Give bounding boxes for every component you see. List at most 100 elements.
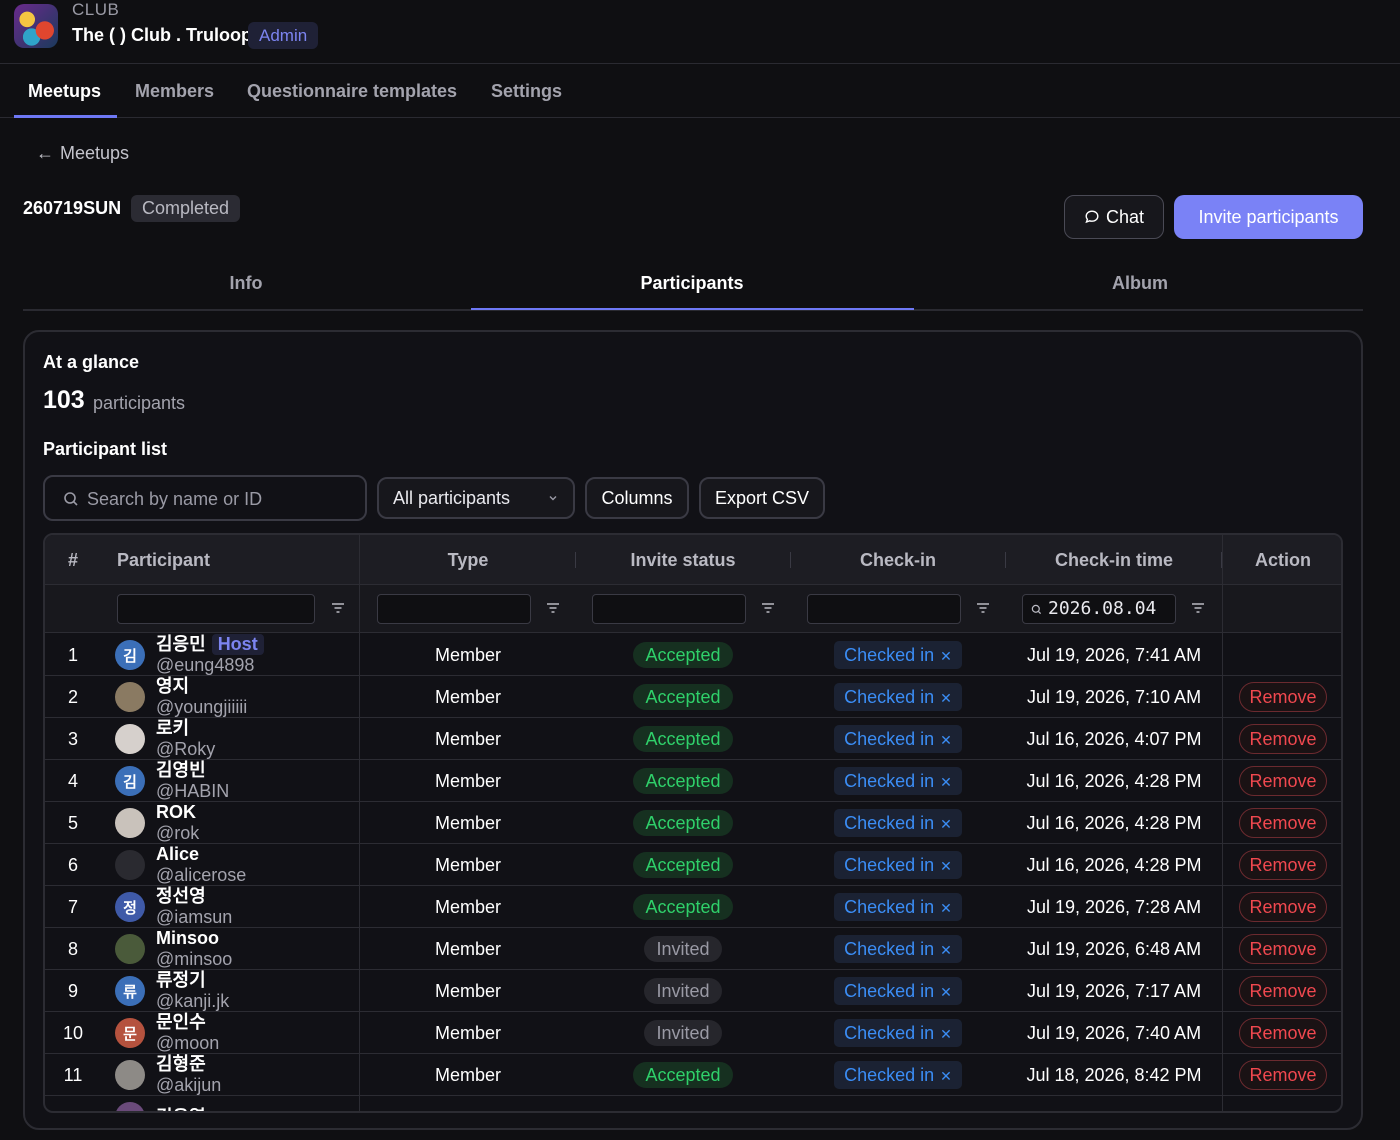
invite-status-badge: Accepted	[633, 642, 733, 668]
table-row[interactable]: 9 류 류정기 @kanji.jk Member Invited Checked i…	[45, 970, 1341, 1012]
checkin-status-chip[interactable]: Checked in ✕	[834, 977, 962, 1005]
column-resize-handle[interactable]	[575, 552, 576, 568]
remove-button[interactable]: Remove	[1239, 892, 1327, 922]
col-header-invite-status[interactable]: Invite status	[630, 550, 736, 570]
type-filter-input[interactable]	[377, 594, 531, 624]
participant-cell[interactable]: Minsoo @minsoo	[115, 928, 355, 970]
table-row[interactable]: 김우열	[45, 1096, 1341, 1111]
checkin-status-chip[interactable]: Checked in ✕	[834, 641, 962, 669]
nav-tab-meetups[interactable]: Meetups	[28, 81, 102, 101]
close-icon[interactable]: ✕	[940, 690, 952, 706]
participant-filter-select[interactable]: All participants	[377, 477, 575, 519]
columns-button[interactable]: Columns	[585, 477, 689, 519]
participant-cell[interactable]: 영지 @youngjiiiii	[115, 676, 355, 718]
checkin-time-filter-value: 2026.08.04	[1048, 598, 1157, 619]
table-row[interactable]: 5 ROK @rok Member Accepted Checked in ✕ Jul …	[45, 802, 1341, 844]
remove-button[interactable]: Remove	[1239, 724, 1327, 754]
table-row[interactable]: 11 김형준 @akijun Member Accepted Checked in ✕…	[45, 1054, 1341, 1096]
participant-cell[interactable]: 류 류정기 @kanji.jk	[115, 970, 355, 1012]
participant-cell[interactable]: 김 김영빈 @HABIN	[115, 760, 355, 802]
filter-icon[interactable]	[976, 601, 990, 615]
checkin-status-chip[interactable]: Checked in ✕	[834, 683, 962, 711]
chat-button[interactable]: Chat	[1064, 195, 1164, 239]
participant-cell[interactable]: ROK @rok	[115, 802, 355, 844]
back-to-meetups-link[interactable]: ← Meetups	[36, 143, 129, 164]
checkin-status-chip[interactable]: Checked in ✕	[834, 851, 962, 879]
table-row[interactable]: 4 김 김영빈 @HABIN Member Accepted Checked in ✕…	[45, 760, 1341, 802]
checkin-status-chip[interactable]: Checked in ✕	[834, 809, 962, 837]
checkin-status-chip[interactable]: Checked in ✕	[834, 725, 962, 753]
table-row[interactable]: 1 김 김응민 Host @eung4898 Member Accepted Chec…	[45, 634, 1341, 676]
filter-icon[interactable]	[546, 601, 560, 615]
checkin-status-chip[interactable]: Checked in ✕	[834, 893, 962, 921]
participant-cell[interactable]: 정 정선영 @iamsun	[115, 886, 355, 928]
participant-cell[interactable]: 김우열	[115, 1096, 355, 1111]
search-input[interactable]	[87, 487, 357, 511]
invite-status-filter-input[interactable]	[592, 594, 746, 624]
remove-button[interactable]: Remove	[1239, 934, 1327, 964]
close-icon[interactable]: ✕	[940, 858, 952, 874]
nav-tab-questionnaire-templates[interactable]: Questionnaire templates	[247, 81, 458, 101]
close-icon[interactable]: ✕	[940, 942, 952, 958]
close-icon[interactable]: ✕	[940, 648, 952, 664]
remove-button[interactable]: Remove	[1239, 766, 1327, 796]
checkin-time-filter-input[interactable]: 2026.08.04	[1022, 594, 1176, 624]
close-icon[interactable]: ✕	[940, 900, 952, 916]
checkin-status-chip[interactable]: Checked in ✕	[834, 767, 962, 795]
column-resize-handle[interactable]	[790, 552, 791, 568]
participant-cell[interactable]: 문 문인수 @moon	[115, 1012, 355, 1054]
close-icon[interactable]: ✕	[940, 732, 952, 748]
subtab-participants[interactable]: Participants	[640, 273, 744, 293]
row-index: 1	[67, 644, 78, 665]
participant-filter-input[interactable]	[117, 594, 315, 624]
remove-button[interactable]: Remove	[1239, 682, 1327, 712]
remove-button[interactable]: Remove	[1239, 850, 1327, 880]
remove-button[interactable]: Remove	[1239, 976, 1327, 1006]
checkin-status-chip[interactable]: Checked in ✕	[834, 1019, 962, 1047]
participant-cell[interactable]: 로키 @Roky	[115, 718, 355, 760]
remove-button[interactable]: Remove	[1239, 1060, 1327, 1090]
table-row[interactable]: 3 로키 @Roky Member Accepted Checked in ✕ Jul …	[45, 718, 1341, 760]
participant-cell[interactable]: 김 김응민 Host @eung4898	[115, 634, 355, 676]
col-header-type[interactable]: Type	[447, 550, 489, 570]
checkin-filter-input[interactable]	[807, 594, 961, 624]
checkin-status-chip[interactable]: Checked in ✕	[834, 1061, 962, 1089]
subtab-album[interactable]: Album	[1112, 273, 1168, 293]
nav-tab-settings[interactable]: Settings	[491, 81, 563, 101]
club-logo[interactable]	[14, 4, 58, 48]
invite-status-badge: Accepted	[633, 684, 733, 710]
column-resize-handle[interactable]	[1221, 552, 1222, 568]
nav-tab-members[interactable]: Members	[135, 81, 215, 101]
action-cell: Remove	[1223, 886, 1341, 928]
invite-participants-button[interactable]: Invite participants	[1174, 195, 1363, 239]
close-icon[interactable]: ✕	[940, 774, 952, 790]
col-header-checkin[interactable]: Check-in	[859, 550, 937, 570]
search-icon	[64, 492, 78, 506]
filter-row: 2026.08.04	[45, 585, 1341, 633]
close-icon[interactable]: ✕	[940, 1068, 952, 1084]
remove-button[interactable]: Remove	[1239, 1018, 1327, 1048]
export-csv-button[interactable]: Export CSV	[699, 477, 825, 519]
checkin-status-chip[interactable]: Checked in ✕	[834, 935, 962, 963]
subtab-info[interactable]: Info	[229, 273, 263, 293]
remove-button[interactable]: Remove	[1239, 808, 1327, 838]
close-icon[interactable]: ✕	[940, 984, 952, 1000]
table-row[interactable]: 2 영지 @youngjiiiii Member Accepted Checked …	[45, 676, 1341, 718]
action-cell: Remove	[1223, 844, 1341, 886]
participant-cell[interactable]: 김형준 @akijun	[115, 1054, 355, 1096]
row-index	[45, 1096, 101, 1111]
filter-icon[interactable]	[1191, 601, 1205, 615]
column-divider	[359, 535, 360, 1111]
close-icon[interactable]: ✕	[940, 816, 952, 832]
table-row[interactable]: 7 정 정선영 @iamsun Member Accepted Checked in…	[45, 886, 1341, 928]
participant-cell[interactable]: Alice @alicerose	[115, 844, 355, 886]
close-icon[interactable]: ✕	[940, 1026, 952, 1042]
table-row[interactable]: 10 문 문인수 @moon Member Invited Checked in ✕ J…	[45, 1012, 1341, 1054]
column-resize-handle[interactable]	[1005, 552, 1006, 568]
table-row[interactable]: 6 Alice @alicerose Member Accepted Checked…	[45, 844, 1341, 886]
col-header-participant[interactable]: Participant	[117, 550, 211, 570]
filter-icon[interactable]	[331, 601, 345, 615]
table-row[interactable]: 8 Minsoo @minsoo Member Invited Checked in…	[45, 928, 1341, 970]
filter-icon[interactable]	[761, 601, 775, 615]
col-header-checkin-time[interactable]: Check-in time	[1054, 550, 1174, 570]
